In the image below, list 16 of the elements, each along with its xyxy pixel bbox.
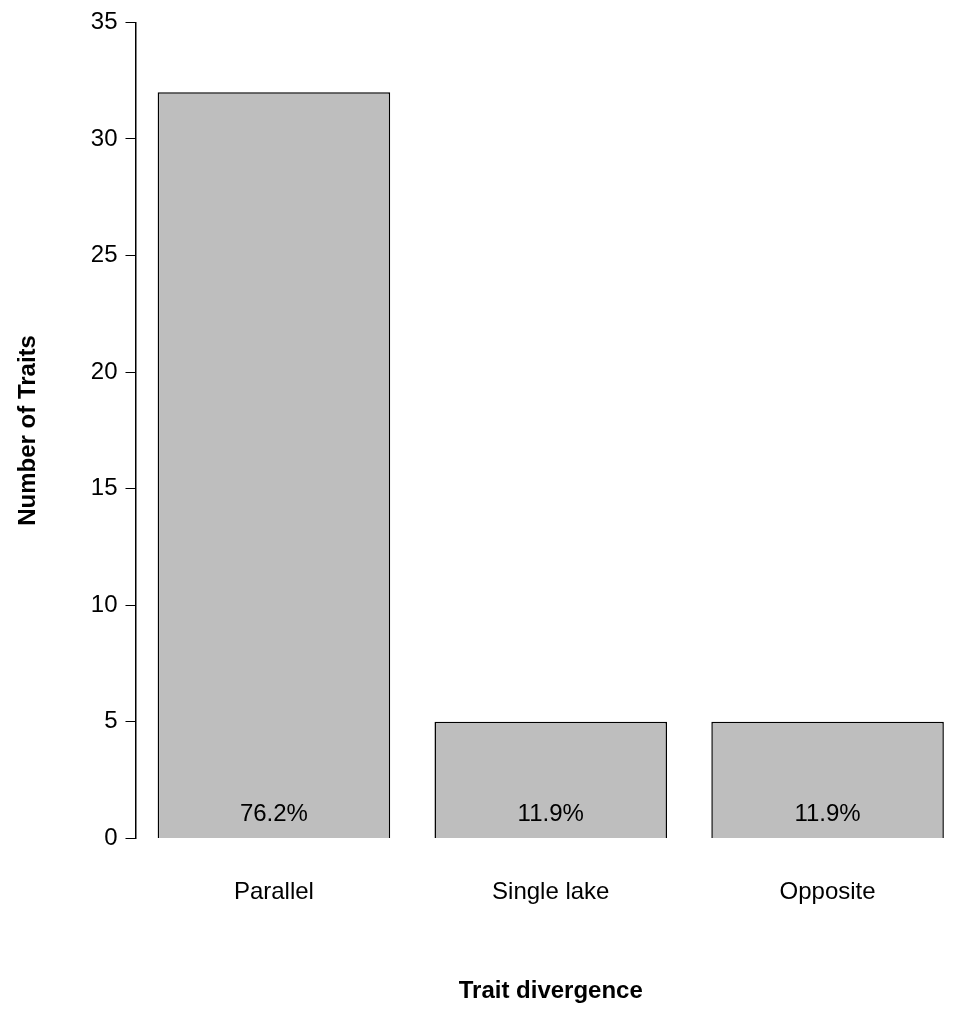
x-tick-label: Opposite — [779, 877, 876, 905]
y-tick-label: 30 — [90, 123, 118, 151]
y-tick-label: 0 — [104, 823, 118, 851]
x-tick-label: Parallel — [233, 877, 314, 905]
annotation: 11.9% — [794, 798, 861, 826]
annotation: 76.2% — [239, 798, 308, 826]
y-tick-label: 25 — [90, 240, 118, 268]
y-axis-title: Number of Traits — [13, 335, 41, 526]
x-tick-label: Single lake — [492, 877, 610, 905]
y-tick-label: 5 — [104, 706, 118, 734]
y-tick-label: 20 — [90, 356, 118, 384]
y-tick-label: 10 — [90, 589, 118, 617]
y-tick-label: 15 — [90, 473, 118, 501]
x-axis-title: Trait divergence — [458, 976, 643, 1004]
y-tick-label: 35 — [90, 7, 118, 35]
annotation: 11.9% — [517, 798, 584, 826]
